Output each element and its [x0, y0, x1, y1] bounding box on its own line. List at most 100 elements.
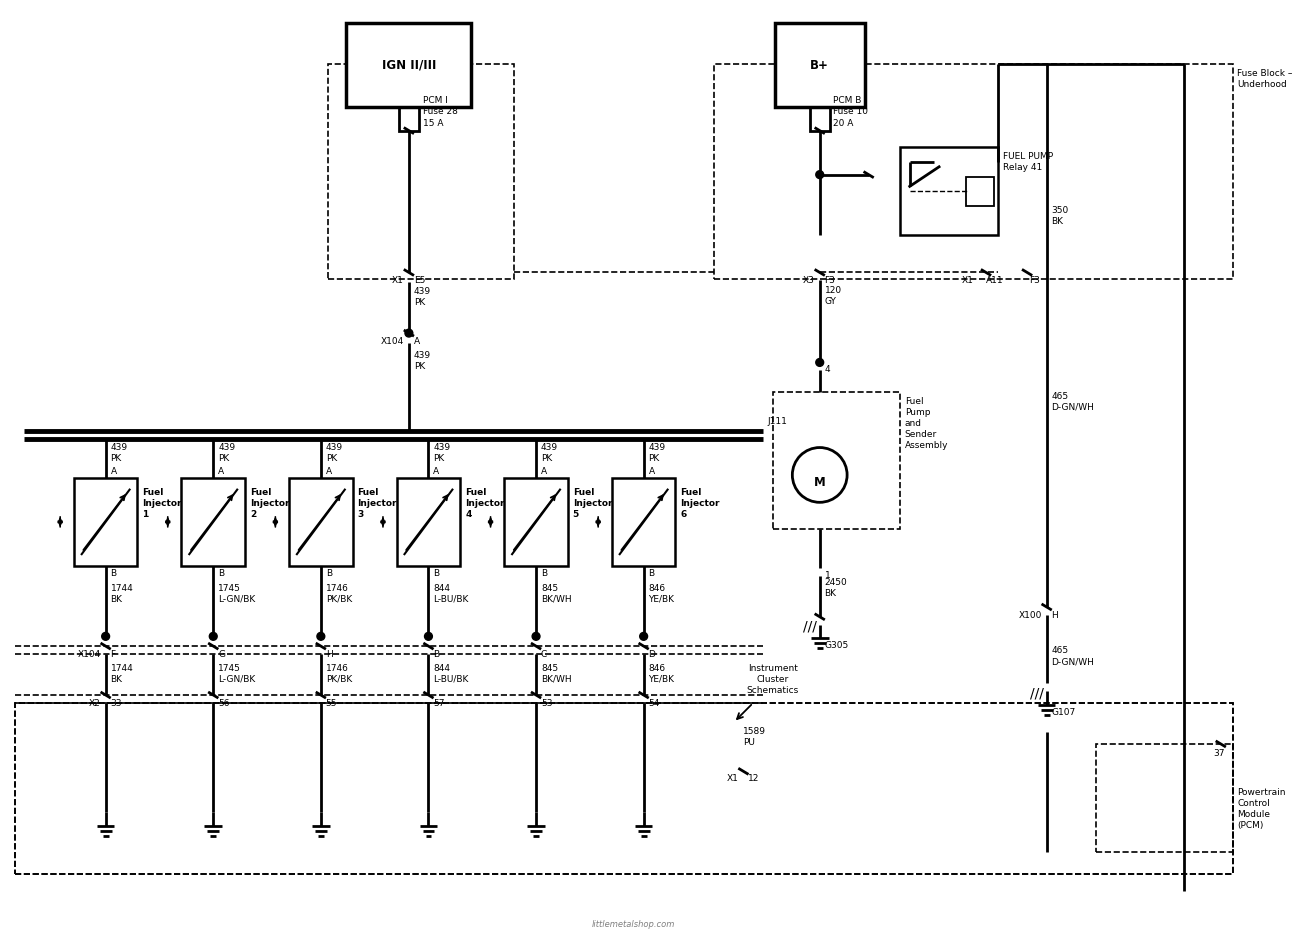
Text: 844
L-BU/BK: 844 L-BU/BK [433, 583, 469, 603]
Bar [289, 478, 353, 565]
Text: X104: X104 [381, 337, 404, 346]
Bar [1095, 744, 1232, 851]
Text: Instrument
Cluster
Schematics: Instrument Cluster Schematics [746, 664, 798, 695]
Bar [328, 64, 513, 279]
Text: Fuel
Pump
and
Sender
Assembly: Fuel Pump and Sender Assembly [905, 396, 949, 450]
Text: PCM I
Fuse 28
15 A: PCM I Fuse 28 15 A [422, 96, 457, 127]
Text: 1589
PU: 1589 PU [744, 727, 766, 748]
Circle shape [815, 359, 824, 366]
Text: B: B [433, 569, 439, 578]
Text: 2450
BK: 2450 BK [824, 578, 848, 598]
Bar [714, 64, 1232, 279]
Text: B: B [110, 569, 117, 578]
Circle shape [792, 447, 848, 502]
Text: F: F [110, 650, 115, 659]
Text: ///: /// [1030, 686, 1043, 700]
Text: Fuse Block –
Underhood: Fuse Block – Underhood [1238, 69, 1293, 89]
Text: X100: X100 [1019, 611, 1042, 620]
Text: A11: A11 [986, 277, 1003, 285]
Bar [899, 147, 998, 235]
Text: 1745
L-GN/BK: 1745 L-GN/BK [218, 583, 255, 603]
Text: J111: J111 [767, 417, 788, 426]
Text: 12: 12 [748, 774, 759, 784]
Text: Fuel
Injector
2: Fuel Injector 2 [250, 488, 289, 519]
Text: F3: F3 [1029, 277, 1039, 285]
Text: X1: X1 [962, 277, 973, 285]
Text: A: A [325, 467, 332, 476]
Text: 1745
L-GN/BK: 1745 L-GN/BK [218, 664, 255, 683]
Text: B+: B+ [810, 59, 829, 72]
Bar [612, 478, 675, 565]
Text: H: H [325, 650, 333, 659]
Text: 845
BK/WH: 845 BK/WH [540, 583, 572, 603]
Bar [14, 703, 1232, 874]
Text: M: M [814, 477, 826, 489]
Text: 845
BK/WH: 845 BK/WH [540, 664, 572, 683]
Text: 1744
BK: 1744 BK [110, 583, 133, 603]
Text: 1746
PK/BK: 1746 PK/BK [325, 583, 353, 603]
Text: 439
PK: 439 PK [413, 287, 430, 307]
Bar [14, 703, 1232, 874]
Text: 439
PK: 439 PK [540, 443, 559, 463]
Text: Fuel
Injector
6: Fuel Injector 6 [680, 488, 719, 519]
Text: 439
PK: 439 PK [325, 443, 343, 463]
Text: ///: /// [804, 619, 816, 633]
Text: 439
PK: 439 PK [433, 443, 451, 463]
Circle shape [318, 632, 325, 640]
Bar [504, 478, 568, 565]
Text: X1: X1 [727, 774, 739, 784]
Text: 1744
BK: 1744 BK [110, 664, 133, 683]
Text: X1: X1 [393, 277, 404, 285]
Bar [772, 392, 899, 529]
Text: 55: 55 [325, 699, 337, 708]
Text: IGN II/III: IGN II/III [382, 59, 435, 72]
Text: B: B [218, 569, 224, 578]
Circle shape [533, 632, 540, 640]
Text: G305: G305 [824, 641, 849, 650]
Text: PCM B
Fuse 10
20 A: PCM B Fuse 10 20 A [833, 96, 868, 127]
Text: 439
PK: 439 PK [218, 443, 236, 463]
Text: Powertrain
Control
Module
(PCM): Powertrain Control Module (PCM) [1238, 788, 1286, 831]
Circle shape [404, 329, 413, 337]
Text: A: A [218, 467, 224, 476]
Text: G107: G107 [1051, 708, 1076, 716]
Text: 439
PK: 439 PK [110, 443, 128, 463]
Text: 439
PK: 439 PK [413, 351, 430, 371]
Text: Fuel
Injector
5: Fuel Injector 5 [573, 488, 612, 519]
Circle shape [640, 632, 648, 640]
Bar [810, 103, 829, 130]
Text: X104: X104 [78, 650, 101, 659]
Bar [399, 103, 419, 130]
Text: 844
L-BU/BK: 844 L-BU/BK [433, 664, 469, 683]
Text: 1: 1 [824, 571, 831, 580]
Text: A: A [110, 467, 117, 476]
Bar [74, 478, 137, 565]
Text: A: A [413, 337, 420, 346]
Text: A: A [433, 467, 439, 476]
Text: 120
GY: 120 GY [824, 286, 841, 306]
Bar [967, 177, 994, 206]
Circle shape [101, 632, 110, 640]
Text: 439
PK: 439 PK [648, 443, 666, 463]
Text: C: C [540, 650, 547, 659]
Text: littlemetalshop.com: littlemetalshop.com [592, 920, 675, 929]
Text: X2: X2 [89, 699, 101, 708]
Text: E5: E5 [413, 277, 425, 285]
Text: Fuel
Injector
1: Fuel Injector 1 [143, 488, 181, 519]
Bar [397, 478, 460, 565]
Text: B: B [648, 569, 654, 578]
Text: 4: 4 [824, 365, 831, 375]
Text: A: A [648, 467, 654, 476]
Text: Fuel
Injector
3: Fuel Injector 3 [358, 488, 397, 519]
Text: A: A [540, 467, 547, 476]
Text: B: B [540, 569, 547, 578]
Text: B: B [433, 650, 439, 659]
Text: H: H [1051, 611, 1059, 620]
Text: G: G [218, 650, 226, 659]
Text: 846
YE/BK: 846 YE/BK [648, 583, 674, 603]
Text: 350
BK: 350 BK [1051, 206, 1069, 226]
Text: 56: 56 [218, 699, 229, 708]
Text: 54: 54 [648, 699, 660, 708]
Text: 846
YE/BK: 846 YE/BK [648, 664, 674, 683]
Circle shape [815, 171, 824, 178]
